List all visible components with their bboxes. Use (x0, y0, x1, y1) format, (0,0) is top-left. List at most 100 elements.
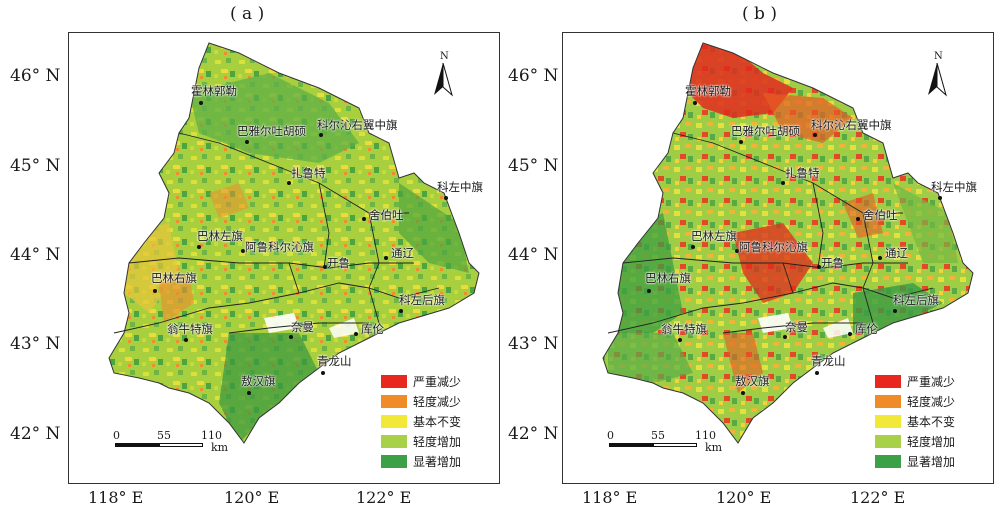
legend-swatch (875, 414, 901, 428)
panel-b-lon-118: 118° E (582, 488, 638, 507)
legend-item: 基本不变 (381, 411, 461, 431)
city-dot (741, 391, 745, 395)
panel-b-scale-bar: 0 55 110 km (607, 429, 779, 459)
city-label: 巴林左旗 (197, 229, 243, 243)
city-dot (444, 196, 448, 200)
legend-swatch (381, 394, 407, 408)
legend-swatch (381, 434, 407, 448)
city-label: 科左中旗 (437, 180, 483, 194)
city-dot (691, 245, 695, 249)
city-label: 科尔沁右翼中旗 (317, 118, 398, 132)
city-dot (241, 249, 245, 253)
panel-a-lat-42: 42° N (10, 424, 61, 444)
scale-segment-1 (609, 443, 653, 447)
panel-a-lon-122: 122° E (356, 488, 412, 507)
city-dot (184, 338, 188, 342)
panel-a-lat-43: 43° N (10, 334, 61, 354)
city-label: 开鲁 (821, 256, 844, 270)
panel-b-title: ( b ) (742, 4, 777, 24)
city-dot (323, 265, 327, 269)
legend-label: 轻度减少 (907, 394, 956, 409)
panel-b-north-arrow: N (925, 51, 955, 101)
city-label: 科左中旗 (931, 180, 977, 194)
city-dot (815, 371, 819, 375)
legend-item: 显著增加 (875, 451, 955, 471)
legend-item: 轻度减少 (875, 391, 955, 411)
city-dot (153, 289, 157, 293)
city-dot (199, 101, 203, 105)
legend-swatch (381, 414, 407, 428)
city-label: 翁牛特旗 (661, 322, 707, 336)
city-label: 科左后旗 (399, 293, 445, 307)
panel-b-lat-43: 43° N (508, 334, 559, 354)
city-label: 舍伯吐 (369, 208, 404, 222)
legend-label: 显著增加 (907, 454, 956, 469)
city-label: 敖汉旗 (735, 374, 770, 388)
city-label: 阿鲁科尔沁旗 (245, 240, 314, 254)
city-label: 敖汉旗 (241, 374, 276, 388)
panel-a-lat-45: 45° N (10, 156, 61, 176)
legend-label: 轻度减少 (413, 394, 462, 409)
legend-swatch (381, 374, 407, 388)
scale-tick-0: 0 (607, 429, 614, 442)
panel-a-map (108, 42, 480, 444)
legend-item: 严重减少 (875, 371, 955, 391)
scale-unit: km (705, 441, 723, 454)
north-arrow-icon (928, 63, 947, 97)
scale-segment-1 (115, 443, 159, 447)
city-dot (848, 332, 852, 336)
legend-swatch (875, 454, 901, 468)
legend-item: 显著增加 (381, 451, 461, 471)
city-label: 奈曼 (785, 320, 808, 334)
panel-a-lon-118: 118° E (88, 488, 144, 507)
city-dot (781, 181, 785, 185)
scale-segment-2 (159, 443, 203, 447)
panel-b-north-label: N (934, 51, 943, 62)
legend-item: 轻度增加 (875, 431, 955, 451)
city-label: 奈曼 (291, 320, 314, 334)
panel-a-title: ( a ) (230, 4, 265, 24)
legend-swatch (875, 394, 901, 408)
city-dot (319, 133, 323, 137)
city-dot (693, 101, 697, 105)
city-dot (245, 140, 249, 144)
city-dot (817, 265, 821, 269)
city-label: 巴雅尔吐胡硕 (731, 124, 800, 138)
city-dot (362, 217, 366, 221)
city-label: 青龙山 (811, 354, 846, 368)
city-dot (247, 391, 251, 395)
city-label: 通辽 (391, 246, 414, 260)
city-label: 阿鲁科尔沁旗 (739, 240, 808, 254)
city-label: 霍林郭勒 (191, 84, 237, 98)
city-dot (678, 338, 682, 342)
scale-tick-110: 110 (695, 429, 716, 442)
legend-item: 严重减少 (381, 371, 461, 391)
city-label: 扎鲁特 (785, 166, 820, 180)
scale-tick-55: 55 (651, 429, 665, 442)
legend-item: 基本不变 (875, 411, 955, 431)
city-dot (197, 245, 201, 249)
city-dot (354, 332, 358, 336)
city-dot (878, 256, 882, 260)
city-dot (938, 196, 942, 200)
city-dot (647, 289, 651, 293)
panel-b-lat-45: 45° N (508, 156, 559, 176)
city-dot (321, 371, 325, 375)
city-label: 扎鲁特 (291, 166, 326, 180)
city-label: 巴林左旗 (691, 229, 737, 243)
legend-label: 轻度增加 (907, 434, 956, 449)
legend-label: 基本不变 (413, 414, 462, 429)
panel-a-north-arrow: N (431, 51, 461, 101)
city-dot (384, 256, 388, 260)
city-label: 通辽 (885, 246, 908, 260)
city-label: 霍林郭勒 (685, 84, 731, 98)
panel-b-lat-46: 46° N (508, 66, 559, 86)
city-dot (287, 181, 291, 185)
city-label: 青龙山 (317, 354, 352, 368)
legend-label: 基本不变 (907, 414, 956, 429)
panel-b-legend: 严重减少 轻度减少 基本不变 轻度增加 显著增加 (875, 371, 955, 471)
city-label: 科左后旗 (893, 293, 939, 307)
city-label: 舍伯吐 (863, 208, 898, 222)
city-label: 科尔沁右翼中旗 (811, 118, 892, 132)
panel-a-map-frame: N 霍林郭勒 巴雅尔吐胡硕 科尔沁右翼中旗 扎鲁特 科左中旗 舍伯吐 巴林左旗 … (68, 32, 500, 484)
